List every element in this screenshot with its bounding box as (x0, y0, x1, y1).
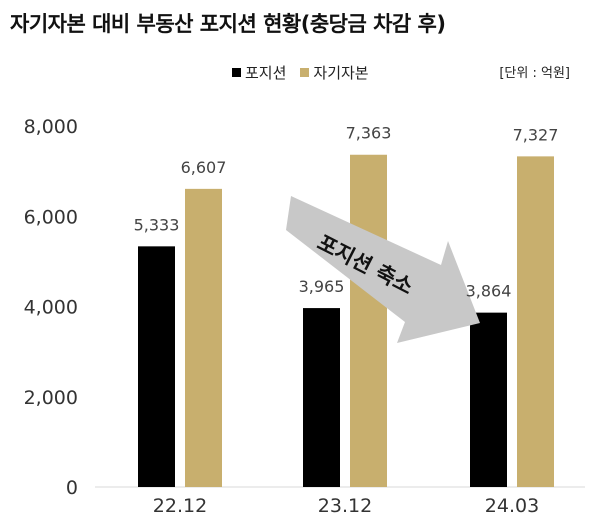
bar-equity (185, 188, 222, 487)
x-tick-label: 23.12 (318, 495, 372, 517)
data-label: 7,327 (513, 125, 559, 144)
data-label: 3,864 (466, 282, 512, 301)
legend-item-equity: 자기자본 (300, 62, 369, 83)
bar-equity (517, 156, 554, 487)
arrow-icon (286, 196, 480, 343)
data-label: 7,363 (346, 124, 392, 143)
data-label: 3,965 (299, 277, 345, 296)
y-tick-label: 0 (66, 477, 78, 499)
bar-position (138, 246, 175, 487)
y-tick-label: 6,000 (24, 206, 78, 228)
y-tick-label: 8,000 (24, 116, 78, 138)
y-tick-label: 2,000 (24, 387, 78, 409)
data-label: 5,333 (134, 215, 180, 234)
unit-label: [단위 : 억원] (499, 66, 570, 81)
legend-label-equity: 자기자본 (313, 64, 369, 82)
chart-title: 자기자본 대비 부동산 포지션 현황(충당금 차감 후) (10, 12, 446, 36)
x-tick-label: 24.03 (485, 495, 539, 517)
legend-swatch-position (232, 68, 241, 77)
bar-position (303, 308, 340, 487)
bar-equity (350, 154, 387, 487)
y-tick-label: 4,000 (24, 297, 78, 319)
legend-item-position: 포지션 (232, 62, 286, 83)
legend-swatch-equity (300, 68, 310, 77)
data-label: 6,607 (181, 158, 227, 177)
x-tick-label: 22.12 (153, 495, 207, 517)
legend: 포지션 자기자본 (232, 62, 383, 83)
legend-label-position: 포지션 (245, 64, 287, 82)
bar-position (470, 312, 507, 487)
